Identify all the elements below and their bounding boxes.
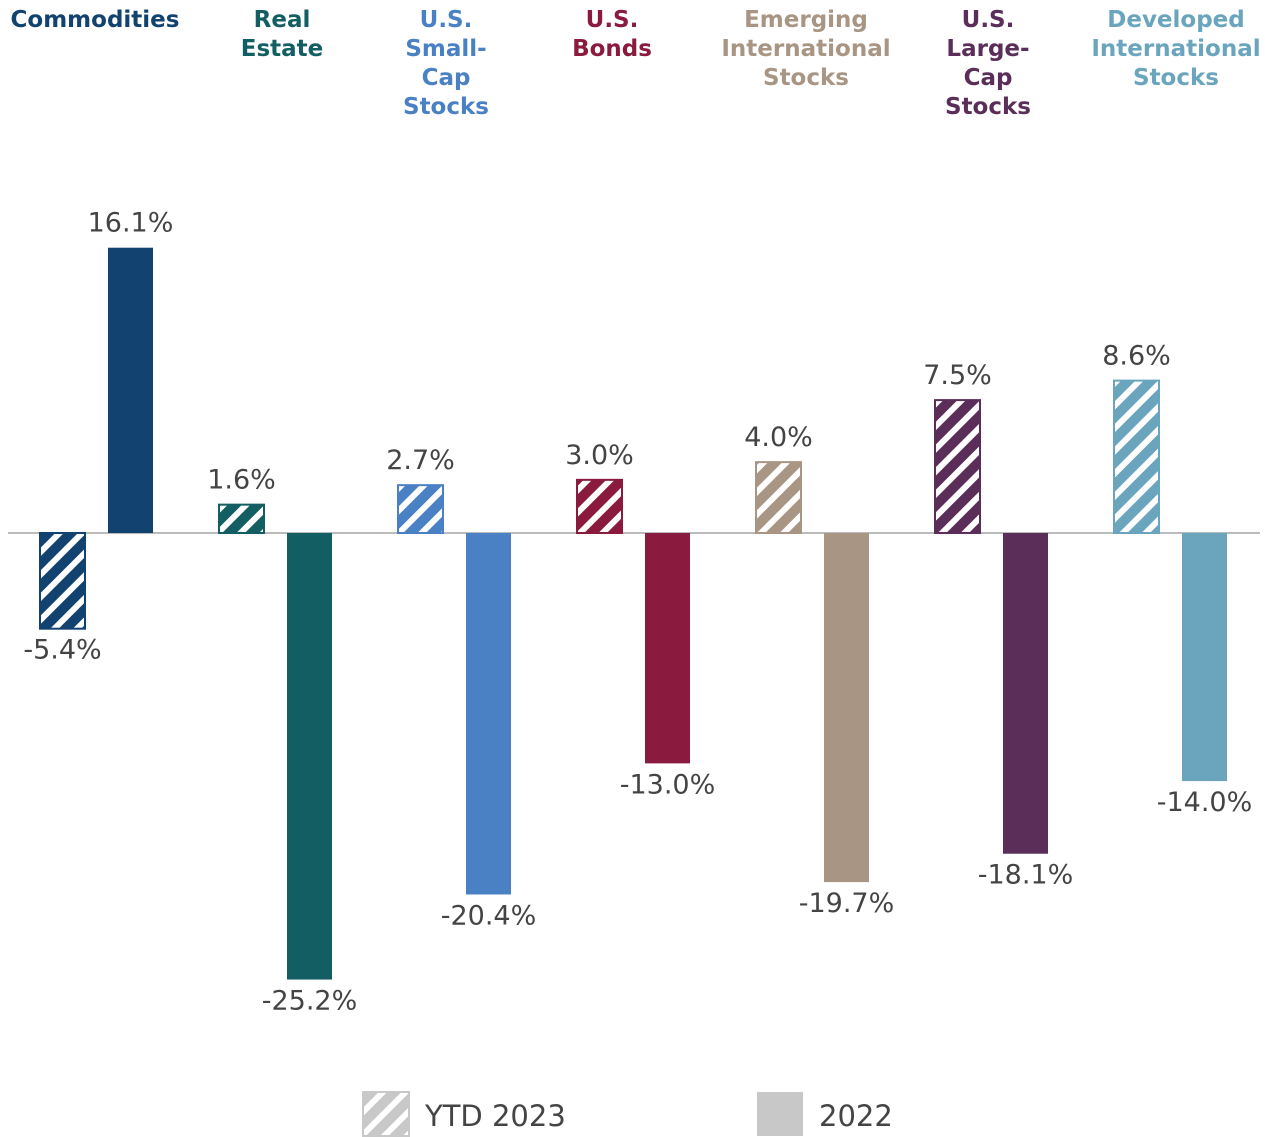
category-label: U.S. Bonds <box>572 7 652 62</box>
legend-swatch <box>362 1091 410 1137</box>
value-label: 16.1% <box>88 208 174 239</box>
bar <box>755 461 802 534</box>
legend-label: 2022 <box>819 1099 893 1133</box>
bar <box>1113 379 1160 534</box>
value-label: -20.4% <box>441 900 537 931</box>
bar <box>576 478 623 534</box>
value-label: 4.0% <box>744 422 813 453</box>
category-label: Developed International Stocks <box>1091 7 1261 91</box>
bar <box>39 532 86 630</box>
value-label: -5.4% <box>23 635 101 666</box>
bar <box>1182 533 1227 782</box>
bar <box>466 533 511 895</box>
value-label: -13.0% <box>620 769 716 800</box>
bar <box>824 533 869 883</box>
bar <box>108 247 153 533</box>
value-label: 7.5% <box>923 360 992 391</box>
value-label: 3.0% <box>565 440 634 471</box>
value-label: -25.2% <box>262 986 358 1017</box>
value-label: -14.0% <box>1157 787 1253 818</box>
category-label: U.S. Large-Cap Stocks <box>945 7 1031 120</box>
legend-label: YTD 2023 <box>424 1099 566 1133</box>
value-label: 8.6% <box>1102 341 1171 372</box>
category-label: Commodities <box>10 7 180 33</box>
bar <box>287 533 332 980</box>
category-label: Emerging International Stocks <box>721 7 891 91</box>
bar <box>397 484 444 535</box>
bar <box>645 533 690 764</box>
category-label: Real Estate <box>240 7 324 62</box>
value-label: 1.6% <box>207 465 276 496</box>
bar <box>1003 533 1048 854</box>
category-label: U.S. Small-Cap Stocks <box>403 7 489 120</box>
legend-swatch <box>757 1092 803 1136</box>
value-label: -18.1% <box>978 860 1074 891</box>
value-label: -19.7% <box>799 888 895 919</box>
value-label: 2.7% <box>386 445 455 476</box>
bar <box>218 503 265 535</box>
bar <box>934 399 981 534</box>
